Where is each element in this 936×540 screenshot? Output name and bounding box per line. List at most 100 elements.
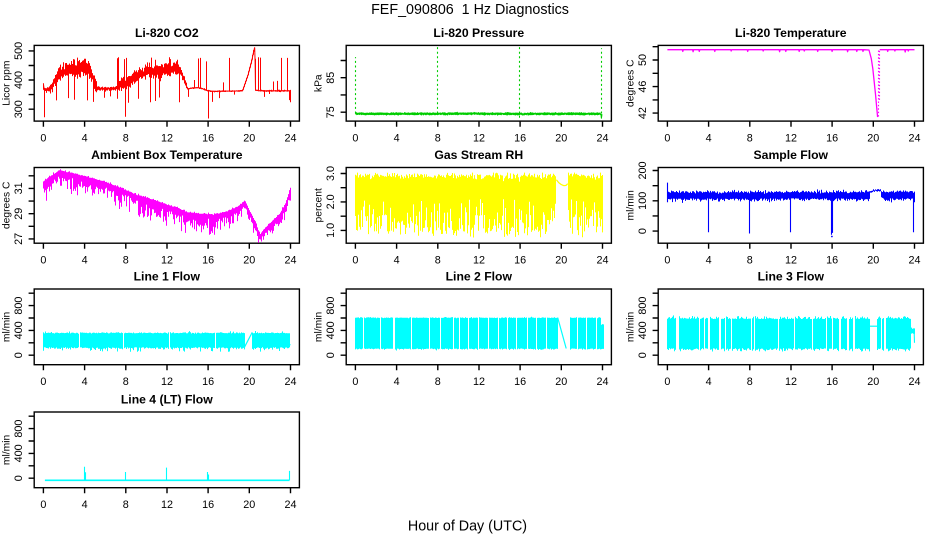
svg-text:12: 12 [785,376,797,388]
svg-text:0: 0 [325,352,337,358]
svg-text:20: 20 [555,255,567,267]
svg-text:24: 24 [596,133,608,145]
svg-text:Gas Stream RH: Gas Stream RH [434,148,523,162]
svg-text:20: 20 [243,133,255,145]
svg-text:29: 29 [13,208,25,220]
svg-text:8: 8 [435,133,441,145]
svg-text:Line 4 (LT) Flow: Line 4 (LT) Flow [121,393,213,407]
svg-text:24: 24 [284,133,296,145]
svg-text:4: 4 [82,255,88,267]
svg-text:8: 8 [747,255,753,267]
svg-text:300: 300 [13,100,25,118]
svg-text:16: 16 [514,133,526,145]
svg-text:percent: percent [314,188,325,222]
svg-text:4: 4 [394,255,400,267]
svg-text:degrees C: degrees C [2,181,13,229]
svg-text:20: 20 [867,376,879,388]
svg-text:Li-820 Temperature: Li-820 Temperature [735,26,847,40]
svg-text:24: 24 [284,499,296,511]
svg-text:0: 0 [664,255,670,267]
svg-text:400: 400 [325,321,337,339]
svg-text:20: 20 [867,255,879,267]
svg-text:20: 20 [243,499,255,511]
svg-text:4: 4 [706,376,712,388]
svg-text:8: 8 [123,255,129,267]
svg-text:0: 0 [352,133,358,145]
svg-text:Li-820 CO2: Li-820 CO2 [135,26,199,40]
svg-text:16: 16 [514,376,526,388]
svg-text:16: 16 [826,255,838,267]
svg-text:Line 3 Flow: Line 3 Flow [758,270,825,284]
svg-text:500: 500 [13,42,25,60]
svg-text:ml/min: ml/min [314,311,325,342]
svg-text:12: 12 [785,255,797,267]
svg-text:400: 400 [13,321,25,339]
svg-text:27: 27 [13,233,25,245]
svg-text:0: 0 [40,499,46,511]
svg-text:2.0: 2.0 [325,194,337,209]
svg-text:800: 800 [325,297,337,315]
svg-text:8: 8 [123,376,129,388]
svg-text:12: 12 [161,499,173,511]
svg-text:50: 50 [637,54,649,66]
svg-text:4: 4 [82,499,88,511]
svg-text:800: 800 [13,420,25,438]
svg-text:12: 12 [473,255,485,267]
svg-text:20: 20 [555,133,567,145]
svg-text:0: 0 [637,228,649,234]
svg-text:Sample Flow: Sample Flow [754,148,829,162]
svg-text:4: 4 [82,133,88,145]
svg-text:20: 20 [555,376,567,388]
svg-text:ml/min: ml/min [626,311,637,342]
svg-text:16: 16 [202,133,214,145]
svg-text:20: 20 [243,255,255,267]
svg-text:16: 16 [202,376,214,388]
svg-text:0: 0 [352,255,358,267]
svg-text:12: 12 [785,133,797,145]
svg-text:0: 0 [40,133,46,145]
svg-text:8: 8 [123,133,129,145]
svg-text:20: 20 [867,133,879,145]
svg-text:Line 2 Flow: Line 2 Flow [446,270,513,284]
svg-text:Ambient Box Temperature: Ambient Box Temperature [91,148,243,162]
svg-text:0: 0 [40,255,46,267]
svg-text:100: 100 [637,192,649,210]
svg-text:16: 16 [826,133,838,145]
svg-text:8: 8 [747,376,753,388]
svg-text:1.0: 1.0 [325,223,337,238]
svg-text:8: 8 [747,133,753,145]
svg-text:400: 400 [13,71,25,89]
svg-text:42: 42 [637,107,649,119]
svg-text:85: 85 [325,72,337,84]
svg-text:31: 31 [13,182,25,194]
svg-text:4: 4 [706,133,712,145]
svg-text:24: 24 [596,255,608,267]
svg-text:4: 4 [394,133,400,145]
svg-text:24: 24 [596,376,608,388]
svg-text:24: 24 [908,133,920,145]
svg-text:4: 4 [82,376,88,388]
svg-text:24: 24 [908,255,920,267]
svg-text:0: 0 [352,376,358,388]
svg-text:200: 200 [637,161,649,179]
svg-text:0: 0 [664,133,670,145]
svg-text:400: 400 [637,321,649,339]
svg-text:degrees C: degrees C [626,59,637,107]
svg-text:kPa: kPa [314,74,325,92]
svg-text:Li-820 Pressure: Li-820 Pressure [433,26,524,40]
svg-text:24: 24 [284,255,296,267]
svg-text:16: 16 [514,255,526,267]
svg-text:8: 8 [435,376,441,388]
svg-text:12: 12 [161,255,173,267]
svg-text:75: 75 [325,106,337,118]
svg-text:12: 12 [473,133,485,145]
svg-text:0: 0 [13,475,25,481]
svg-text:24: 24 [908,376,920,388]
svg-text:800: 800 [637,297,649,315]
svg-text:0: 0 [13,352,25,358]
svg-text:ml/min: ml/min [2,311,13,342]
svg-text:0: 0 [637,352,649,358]
svg-text:12: 12 [161,376,173,388]
svg-text:3.0: 3.0 [325,166,337,181]
svg-text:Licor ppm: Licor ppm [2,61,13,106]
